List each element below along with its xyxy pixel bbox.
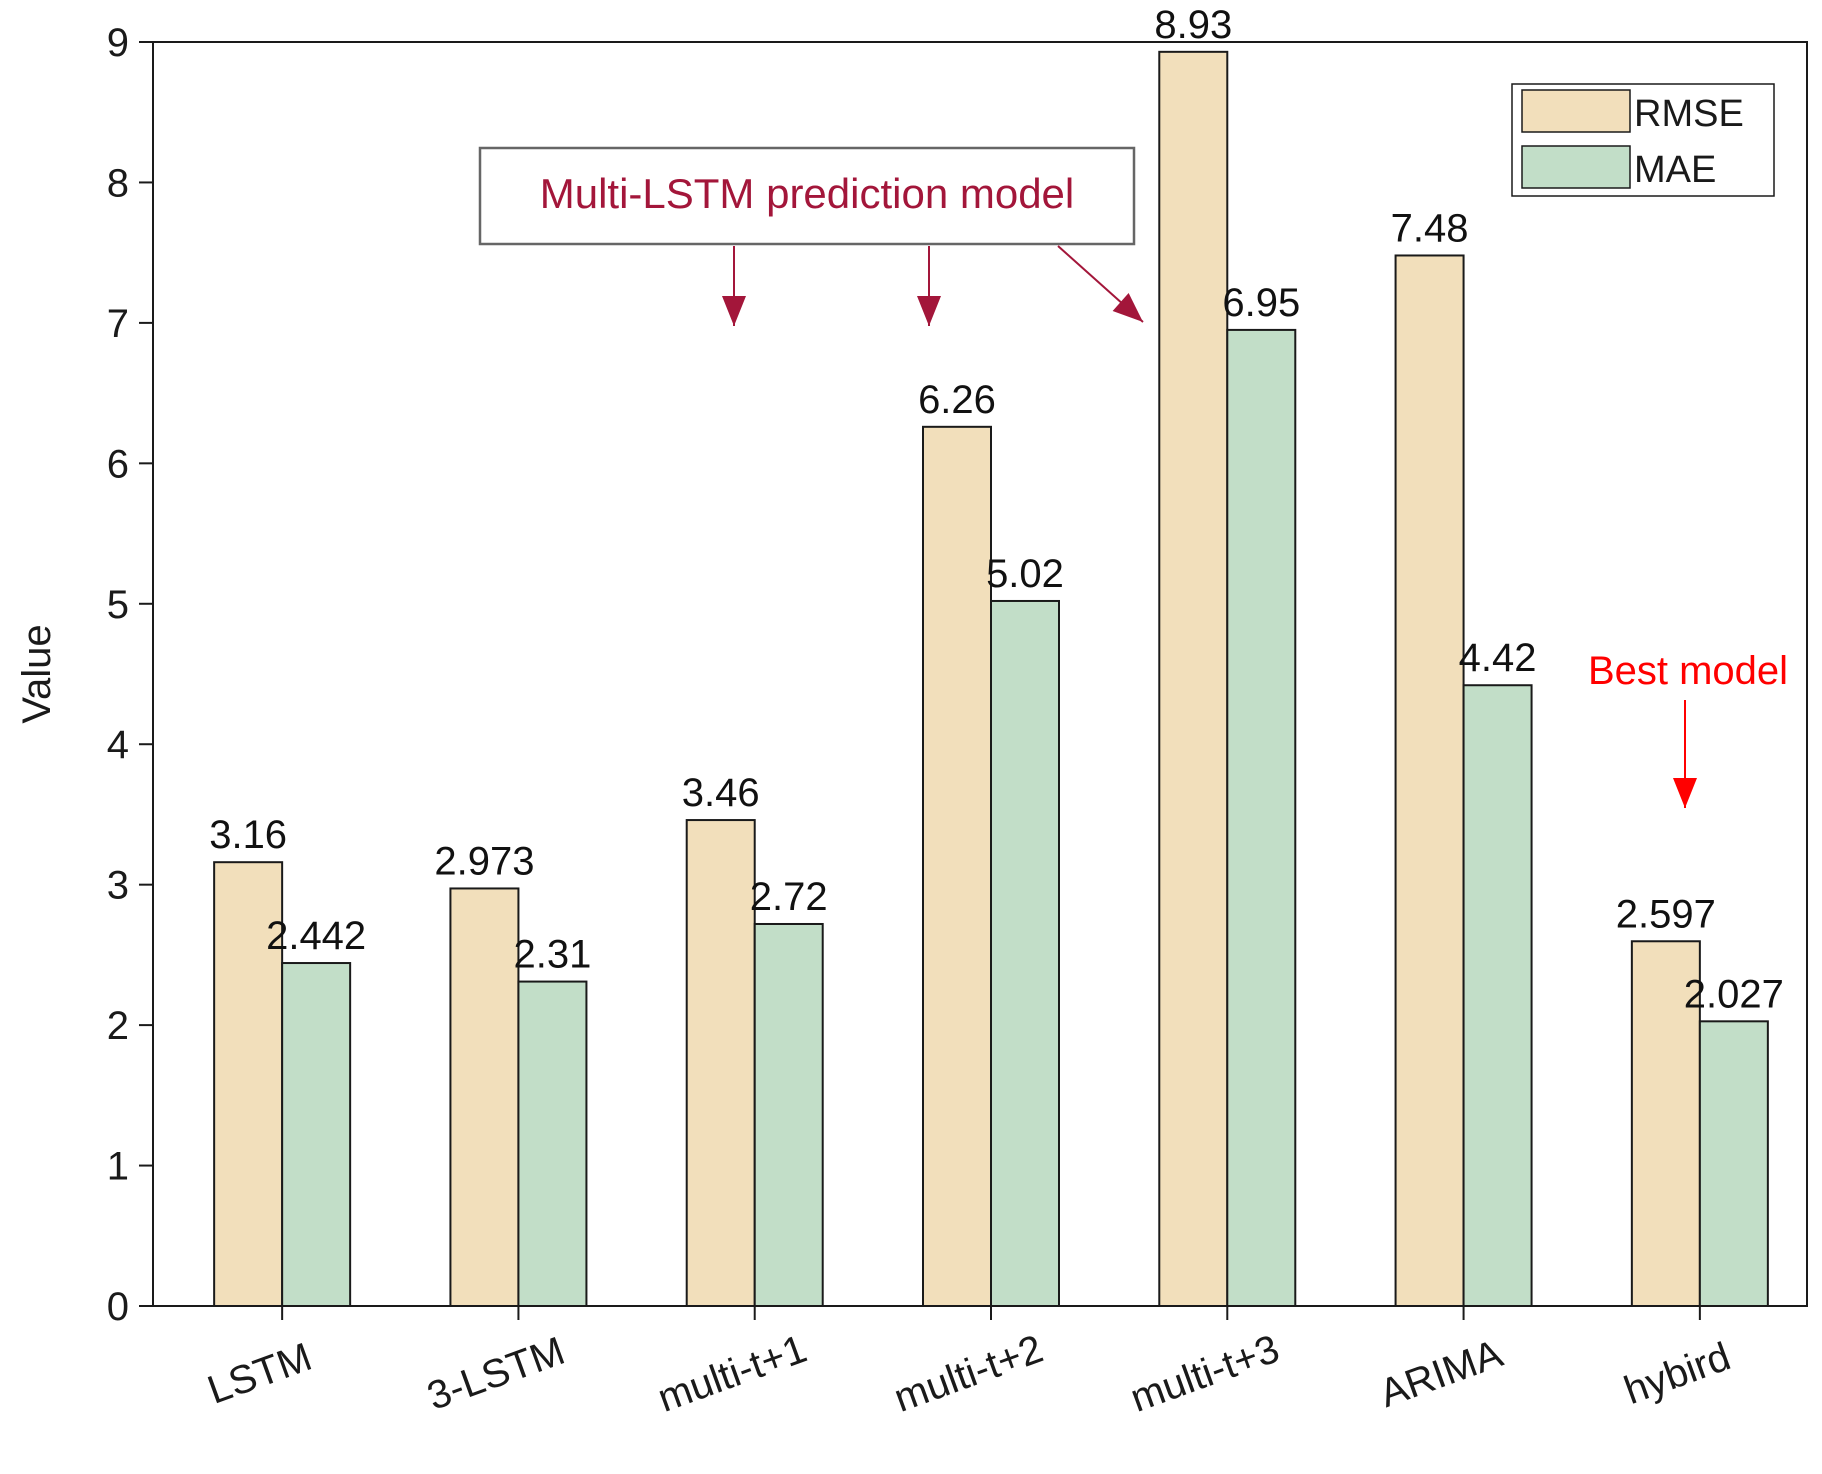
annotation-text: Multi-LSTM prediction model bbox=[540, 170, 1075, 217]
y-tick-label: 1 bbox=[107, 1145, 129, 1189]
y-tick-label: 5 bbox=[107, 583, 129, 627]
data-label-rmse-arima: 7.48 bbox=[1391, 206, 1469, 250]
x-tick-label-hybird: hybird bbox=[1619, 1334, 1736, 1413]
y-axis: 0 1 2 3 4 5 6 7 8 9 bbox=[107, 21, 153, 1329]
data-label-rmse-lstm: 3.16 bbox=[209, 813, 287, 857]
bar-mae-3-lstm bbox=[517, 980, 588, 1307]
x-tick-label-arima: ARIMA bbox=[1374, 1331, 1508, 1416]
y-tick-label: 9 bbox=[107, 21, 129, 65]
bar-mae-multi-t-2 bbox=[990, 599, 1060, 1307]
data-label-mae-multi-t-3: 6.95 bbox=[1222, 281, 1300, 325]
y-tick-label: 3 bbox=[107, 864, 129, 908]
x-axis: LSTM 3-LSTM multi-t+1 multi-t+2 multi-t+3 ARI… bbox=[202, 1306, 1736, 1421]
arrow-multi-t3-head bbox=[1112, 293, 1143, 322]
data-label-mae-hybird: 2.027 bbox=[1684, 972, 1784, 1016]
x-tick-label-multi-t-2: multi-t+2 bbox=[888, 1327, 1048, 1421]
bar-rmse-multi-t-2 bbox=[922, 425, 992, 1308]
bar-mae-multi-t-3 bbox=[1226, 328, 1297, 1307]
bar-mae-multi-t-1 bbox=[753, 922, 824, 1307]
y-tick-label: 2 bbox=[107, 1004, 129, 1048]
x-tick-label-lstm: LSTM bbox=[202, 1335, 317, 1413]
y-tick-label: 0 bbox=[107, 1285, 129, 1329]
data-label-mae-arima: 4.42 bbox=[1459, 636, 1537, 680]
bar-mae-lstm bbox=[281, 962, 352, 1307]
arrow-multi-t2-head bbox=[917, 296, 941, 326]
legend-label-rmse: RMSE bbox=[1634, 93, 1744, 135]
annotation-arrows bbox=[722, 245, 1144, 326]
best-model-annotation: Best model bbox=[1588, 649, 1788, 808]
best-model-text: Best model bbox=[1588, 649, 1788, 693]
x-tick-label-3-lstm: 3-LSTM bbox=[422, 1329, 571, 1419]
legend: RMSE MAE bbox=[1511, 83, 1775, 197]
data-label-rmse-multi-t-3: 8.93 bbox=[1154, 3, 1232, 47]
arrow-multi-t1-head bbox=[722, 296, 746, 326]
legend-swatch-mae bbox=[1521, 145, 1631, 189]
bar-rmse-arima bbox=[1394, 254, 1465, 1307]
bars-group bbox=[213, 50, 1769, 1308]
best-model-arrow bbox=[1673, 700, 1697, 808]
bar-rmse-multi-t-1 bbox=[685, 819, 756, 1307]
plot-frame bbox=[152, 41, 1808, 1307]
data-label-mae-3-lstm: 2.31 bbox=[513, 933, 591, 977]
legend-swatch-rmse bbox=[1521, 89, 1631, 133]
data-label-mae-lstm: 2.442 bbox=[266, 914, 366, 958]
legend-label-mae: MAE bbox=[1634, 149, 1716, 191]
multi-lstm-annotation: Multi-LSTM prediction model bbox=[478, 146, 1144, 326]
data-label-mae-multi-t-1: 2.72 bbox=[750, 875, 828, 919]
y-tick-label: 8 bbox=[107, 161, 129, 205]
y-tick-label: 6 bbox=[107, 442, 129, 486]
y-axis-label: Value bbox=[15, 624, 59, 723]
data-label-rmse-multi-t-1: 3.46 bbox=[682, 771, 760, 815]
data-label-rmse-hybird: 2.597 bbox=[1616, 892, 1716, 936]
y-tick-label: 7 bbox=[107, 302, 129, 346]
data-labels-group: 3.16 2.442 2.973 2.31 3.46 2.72 6.26 5.02 8.93 6.… bbox=[209, 3, 1784, 1016]
bar-rmse-multi-t-3 bbox=[1158, 50, 1229, 1308]
bar-rmse-lstm bbox=[213, 861, 284, 1307]
arrow-best-model-head bbox=[1673, 778, 1697, 808]
data-label-mae-multi-t-2: 5.02 bbox=[986, 552, 1064, 596]
annotation-box bbox=[478, 146, 1136, 246]
bar-mae-arima bbox=[1462, 684, 1533, 1307]
y-tick-label: 4 bbox=[107, 723, 129, 767]
data-label-rmse-multi-t-2: 6.26 bbox=[918, 378, 996, 422]
bar-mae-hybird bbox=[1698, 1020, 1769, 1307]
x-tick-label-multi-t-1: multi-t+1 bbox=[652, 1327, 812, 1421]
x-tick-label-multi-t-3: multi-t+3 bbox=[1125, 1327, 1285, 1421]
bar-rmse-3-lstm bbox=[449, 887, 520, 1307]
data-label-rmse-3-lstm: 2.973 bbox=[434, 839, 534, 883]
